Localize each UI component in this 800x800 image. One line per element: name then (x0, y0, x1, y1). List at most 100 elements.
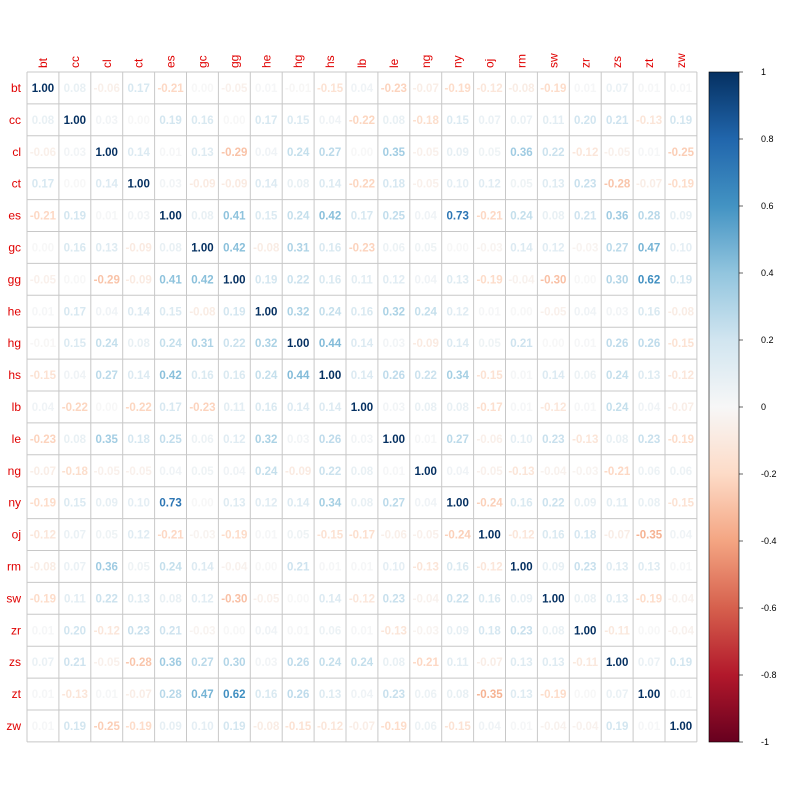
value-lb-gg: 0.11 (223, 402, 245, 414)
value-he-gg: 0.19 (223, 306, 245, 318)
value-gc-zw: 0.10 (670, 242, 692, 254)
value-cc-he: 0.17 (255, 115, 277, 127)
value-rm-rm: 1.00 (510, 561, 532, 573)
value-he-sw: -0.05 (540, 306, 567, 318)
row-label-ng: ng (8, 464, 21, 478)
value-cc-ct: 0.00 (127, 115, 149, 127)
cell-zt-cl (90, 678, 123, 710)
scale-tick-label: 0.2 (761, 335, 774, 345)
cell-zw-zt (633, 710, 665, 742)
cell-rm-es (154, 550, 187, 583)
value-hs-hg: 0.44 (287, 370, 310, 382)
cell-cc-gg (218, 103, 251, 136)
cell-le-gg (218, 422, 251, 455)
cell-ng-cl (90, 454, 123, 487)
cell-zw-zs (601, 710, 634, 742)
value-gg-bt: -0.05 (30, 274, 57, 286)
cell-hs-zt (633, 359, 665, 391)
column-label-le: le (387, 58, 401, 68)
cell-zw-es (154, 710, 187, 742)
cell-cl-bt (27, 135, 59, 168)
value-hs-he: 0.24 (255, 370, 278, 382)
column-label-sw: sw (546, 53, 560, 68)
value-cl-zs: -0.05 (604, 147, 631, 159)
value-gc-lb: -0.23 (349, 242, 375, 254)
cell-hg-le (377, 327, 410, 360)
cell-le-zt (633, 422, 665, 455)
cell-zs-rm (505, 646, 538, 679)
cell-ng-rm (505, 454, 538, 487)
cell-cl-ct (122, 135, 155, 168)
cell-oj-gc (186, 518, 219, 551)
value-zr-oj: 0.18 (478, 625, 501, 637)
cell-cl-oj (473, 135, 506, 168)
cell-ct-le (377, 167, 410, 200)
cell-hs-gc (186, 359, 219, 391)
cell-zs-cc (58, 646, 91, 679)
color-scale-bar (708, 71, 740, 743)
value-zr-gg: 0.00 (223, 625, 245, 637)
cell-cc-lb (346, 103, 378, 136)
cell-zw-zw (665, 710, 697, 742)
cell-ny-le (377, 486, 410, 519)
value-he-le: 0.32 (383, 306, 405, 318)
column-label-cl: cl (100, 59, 114, 68)
value-lb-sw: -0.12 (540, 402, 566, 414)
value-oj-rm: -0.12 (508, 530, 534, 542)
cell-gg-hg (282, 263, 315, 296)
value-zs-he: 0.03 (255, 657, 277, 669)
row-label-ct: ct (12, 177, 22, 191)
cell-lb-zr (569, 391, 602, 423)
value-ny-bt: -0.19 (30, 498, 56, 510)
cell-hs-he (250, 359, 283, 391)
cell-sw-cl (90, 582, 123, 615)
cell-ng-ng (409, 454, 442, 487)
value-bt-hs: -0.15 (317, 83, 344, 95)
row-label-es: es (8, 209, 21, 223)
value-hg-cl: 0.24 (96, 338, 119, 350)
value-zt-cc: -0.13 (62, 689, 88, 701)
value-gc-zs: 0.27 (606, 242, 628, 254)
cell-cl-zr (569, 135, 602, 168)
cell-ng-zr (569, 454, 602, 487)
cell-zw-he (250, 710, 283, 742)
value-zs-ct: -0.28 (126, 657, 153, 669)
value-cl-zt: 0.01 (638, 147, 661, 159)
value-hg-zt: 0.26 (638, 338, 660, 350)
cell-ny-oj (473, 486, 506, 519)
cell-cc-oj (473, 103, 506, 136)
cell-zw-oj (473, 710, 506, 742)
value-lb-gc: -0.23 (189, 402, 215, 414)
cell-ng-ct (122, 454, 155, 487)
value-hg-oj: 0.05 (478, 338, 501, 350)
value-hg-sw: 0.00 (542, 338, 564, 350)
value-hs-ng: 0.22 (415, 370, 437, 382)
cell-zr-zt (633, 614, 665, 647)
value-es-zw: 0.09 (670, 211, 692, 223)
value-ny-cl: 0.09 (96, 498, 118, 510)
column-label-oj: oj (483, 59, 497, 68)
cell-rm-hg (282, 550, 315, 583)
value-gg-ct: -0.09 (126, 274, 152, 286)
value-zt-hs: 0.13 (319, 689, 341, 701)
cell-oj-sw (537, 518, 570, 551)
value-zs-hg: 0.26 (287, 657, 309, 669)
value-le-cl: 0.35 (96, 434, 119, 446)
value-gg-oj: -0.19 (476, 274, 502, 286)
cell-gc-sw (537, 231, 570, 264)
value-ng-zw: 0.06 (670, 466, 692, 478)
cell-es-gc (186, 199, 219, 232)
cell-bt-zs (601, 72, 634, 104)
cell-sw-hg (282, 582, 315, 615)
column-label-gc: gc (195, 55, 209, 68)
value-ny-sw: 0.22 (542, 498, 564, 510)
value-rm-bt: -0.08 (30, 561, 57, 573)
value-zt-gc: 0.47 (191, 689, 213, 701)
cell-oj-ny (441, 518, 474, 551)
value-gg-gg: 1.00 (223, 274, 245, 286)
cell-hg-hg (282, 327, 315, 360)
cell-rm-rm (505, 550, 538, 583)
value-es-lb: 0.17 (351, 211, 373, 223)
value-hs-zt: 0.13 (638, 370, 660, 382)
cell-ny-cc (58, 486, 91, 519)
